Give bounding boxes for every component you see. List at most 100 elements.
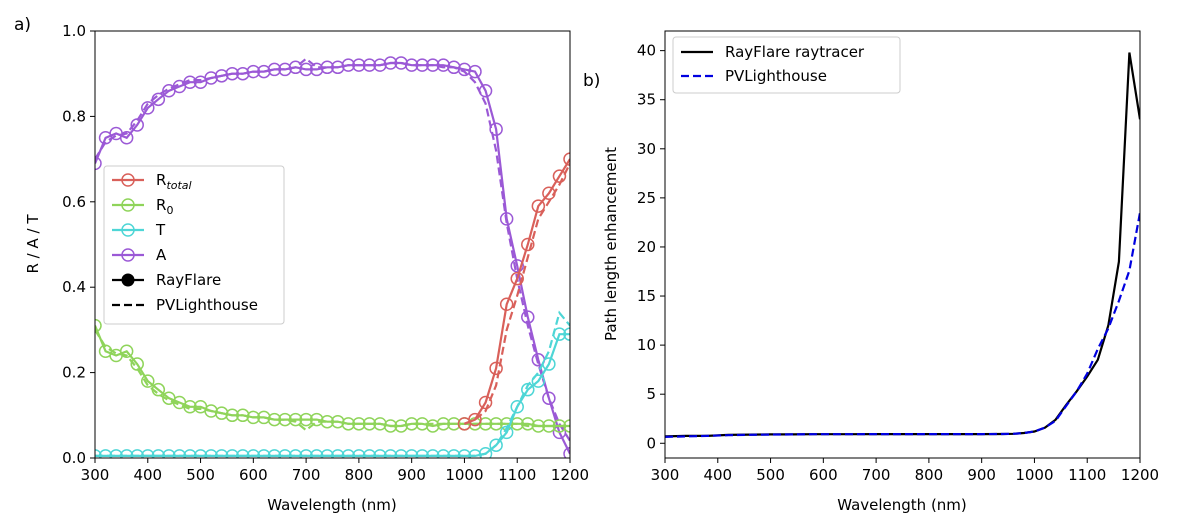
series-t-point xyxy=(468,449,482,458)
series-r0-point xyxy=(373,417,387,431)
series-r0-point xyxy=(415,417,429,431)
series-r0-point xyxy=(394,419,408,433)
series-a-point xyxy=(563,446,570,458)
series-r0-point xyxy=(383,419,398,433)
legend-label: T xyxy=(155,221,166,239)
series-r0-point xyxy=(183,400,197,414)
panel-a-x-tick-label: 1100 xyxy=(498,466,536,484)
series-t-point xyxy=(552,327,567,341)
legend-marker-sample xyxy=(121,273,135,287)
panel-b-x-tick-label: 700 xyxy=(862,466,891,484)
series-t-point xyxy=(341,449,356,458)
series-t-point xyxy=(119,449,134,458)
series-r0-point xyxy=(404,417,419,431)
series-a-point xyxy=(521,310,535,324)
series-a-point xyxy=(383,56,398,70)
series-t-point xyxy=(95,449,102,458)
series-r0-point xyxy=(225,408,239,423)
panel-b-y-tick-label: 10 xyxy=(637,336,656,354)
series-a-point xyxy=(214,69,229,83)
series-a-point xyxy=(257,64,271,79)
series-t-point xyxy=(457,449,472,458)
series-a-point xyxy=(352,58,366,72)
series-t-point xyxy=(521,382,535,397)
panel-a-x-tick-label: 800 xyxy=(345,466,374,484)
panel-b-x-tick-label: 1200 xyxy=(1121,466,1159,484)
series-r0-point xyxy=(436,417,451,431)
series-t-point xyxy=(447,449,461,458)
series-a-point xyxy=(236,66,250,81)
panel-a: a) 300 400 500 600 700 800 900 1000 1100 1200 0.0 0… xyxy=(14,15,589,514)
series-a-point xyxy=(331,60,345,75)
series-r0-point xyxy=(299,412,313,427)
panel-a-x-tick-label: 900 xyxy=(397,466,426,484)
panel-b-x-tick-label: 800 xyxy=(915,466,944,484)
series-r0-point xyxy=(141,374,155,388)
series-r0-point xyxy=(257,410,271,425)
panel-a-y-tick-label: 0.2 xyxy=(62,364,86,382)
series-a-point xyxy=(436,58,451,72)
legend-marker-sample xyxy=(121,198,135,212)
series-r0-point xyxy=(278,412,292,427)
panel-b-plot-area xyxy=(665,52,1140,438)
panel-b-x-tick-label: 1100 xyxy=(1068,466,1106,484)
series-r0-point xyxy=(236,408,250,423)
series-rtotal-point xyxy=(542,186,556,201)
panel-a-frame xyxy=(94,30,571,459)
series-rtotal-point xyxy=(478,395,493,410)
series-a-point xyxy=(151,92,166,107)
panel-b-y-tick-label: 25 xyxy=(637,189,656,207)
series-t-point xyxy=(214,449,229,458)
series-r0-point xyxy=(352,417,366,431)
panel-b-y-tick-label: 20 xyxy=(637,238,656,256)
series-r0-point xyxy=(331,414,345,429)
series-t-point xyxy=(320,449,334,458)
series-a-point xyxy=(362,58,377,72)
series-t-point xyxy=(478,446,493,458)
series-t-point xyxy=(309,449,324,458)
series-t-point xyxy=(130,449,144,458)
series-r0-point xyxy=(542,419,556,433)
series-r0-point xyxy=(447,417,461,431)
series-a-point xyxy=(288,60,303,75)
panel-b-y-tick-label: 0 xyxy=(646,434,656,452)
series-t-point xyxy=(236,449,250,458)
legend-marker-sample xyxy=(121,223,135,237)
series-r0-point xyxy=(552,419,567,433)
panel-b-y-tick-label: 30 xyxy=(637,140,656,158)
series-a-point xyxy=(246,64,261,79)
series-a-point xyxy=(225,66,239,81)
panel-a-x-tick-label: 500 xyxy=(186,466,215,484)
panel-a-y-tick-label: 0.0 xyxy=(62,449,86,467)
series-a-point xyxy=(95,156,102,171)
series-rtotal-point xyxy=(499,297,514,312)
panel-a-x-tick-label: 400 xyxy=(133,466,162,484)
panel-b-y-tick-label: 35 xyxy=(637,91,656,109)
series-a-point xyxy=(542,391,556,405)
panel-b-label: b) xyxy=(583,71,600,91)
series-t-point xyxy=(267,449,282,458)
series-a-point xyxy=(415,58,429,72)
panel-b-x-axis-label: Wavelength (nm) xyxy=(837,496,967,514)
series-t-point xyxy=(288,449,303,458)
series-t-point xyxy=(394,449,408,458)
series-t-point xyxy=(489,438,503,452)
panel-a-x-axis-label: Wavelength (nm) xyxy=(267,496,397,514)
series-t-point xyxy=(436,449,451,458)
series-a-point xyxy=(373,58,387,72)
panel-b-y-tick-label: 5 xyxy=(646,385,656,403)
series-t-point xyxy=(352,449,366,458)
series-t-point xyxy=(383,449,398,458)
series-a-point xyxy=(468,64,482,79)
panel-a-plot-area xyxy=(95,56,570,458)
series-t-point xyxy=(542,357,556,371)
series-t-point xyxy=(278,449,292,458)
legend-label: PVLighthouse xyxy=(725,67,827,85)
panel-a-x-tick-label: 700 xyxy=(292,466,321,484)
series-t-point xyxy=(172,449,187,458)
series-a-point xyxy=(204,71,218,85)
series-a-point xyxy=(267,62,282,77)
series-rtotal-point xyxy=(489,361,503,376)
series-a-point xyxy=(489,122,503,136)
